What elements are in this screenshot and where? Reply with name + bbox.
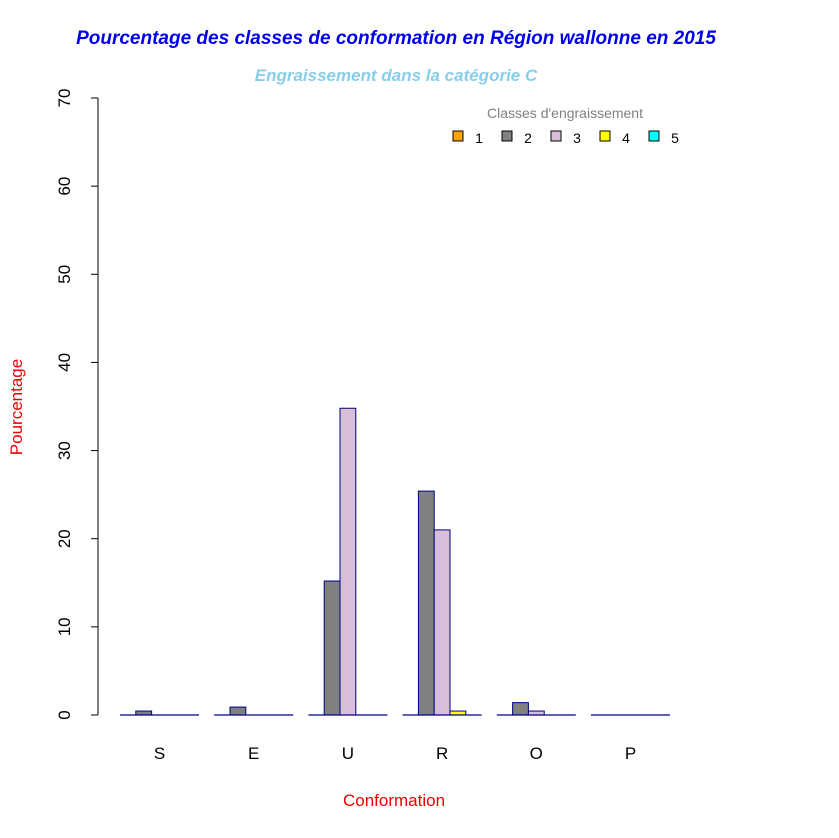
y-tick-label: 40	[55, 353, 74, 372]
y-tick-label: 70	[55, 89, 74, 108]
bar-E-class-2	[229, 706, 247, 716]
y-tick-label: 10	[55, 617, 74, 636]
y-tick-label: 50	[55, 265, 74, 284]
legend-swatch-3	[550, 130, 562, 142]
legend-label: 4	[622, 130, 630, 146]
legend-label: 2	[524, 130, 532, 146]
legend-label: 3	[573, 130, 581, 146]
bar-U-class-2	[323, 580, 341, 716]
y-axis-label: Pourcentage	[7, 359, 26, 455]
legend-label: 1	[475, 130, 483, 146]
bar-R-class-3	[433, 529, 451, 716]
legend-swatch-5	[648, 130, 660, 142]
chart-title: Pourcentage des classes de conformation …	[76, 28, 716, 49]
y-tick-label: 20	[55, 529, 74, 548]
chart-subtitle: Engraissement dans la catégorie C	[255, 66, 538, 85]
y-tick-label: 30	[55, 441, 74, 460]
x-tick-label: E	[248, 744, 259, 763]
legend-title: Classes d'engraissement	[487, 105, 643, 121]
x-tick-label: R	[436, 744, 448, 763]
legend-swatch-4	[599, 130, 611, 142]
x-axis-label: Conformation	[343, 791, 445, 810]
x-tick-label: O	[530, 744, 543, 763]
x-tick-label: S	[154, 744, 165, 763]
y-tick-label: 0	[55, 710, 74, 719]
y-tick-label: 60	[55, 177, 74, 196]
bar-R-class-2	[417, 490, 435, 716]
legend-label: 5	[671, 130, 679, 146]
legend-swatch-1	[452, 130, 464, 142]
bar-U-class-3	[339, 407, 357, 716]
legend-swatch-2	[501, 130, 513, 142]
bar-O-class-2	[512, 702, 529, 716]
x-tick-label: U	[342, 744, 354, 763]
x-tick-label: P	[625, 744, 636, 763]
